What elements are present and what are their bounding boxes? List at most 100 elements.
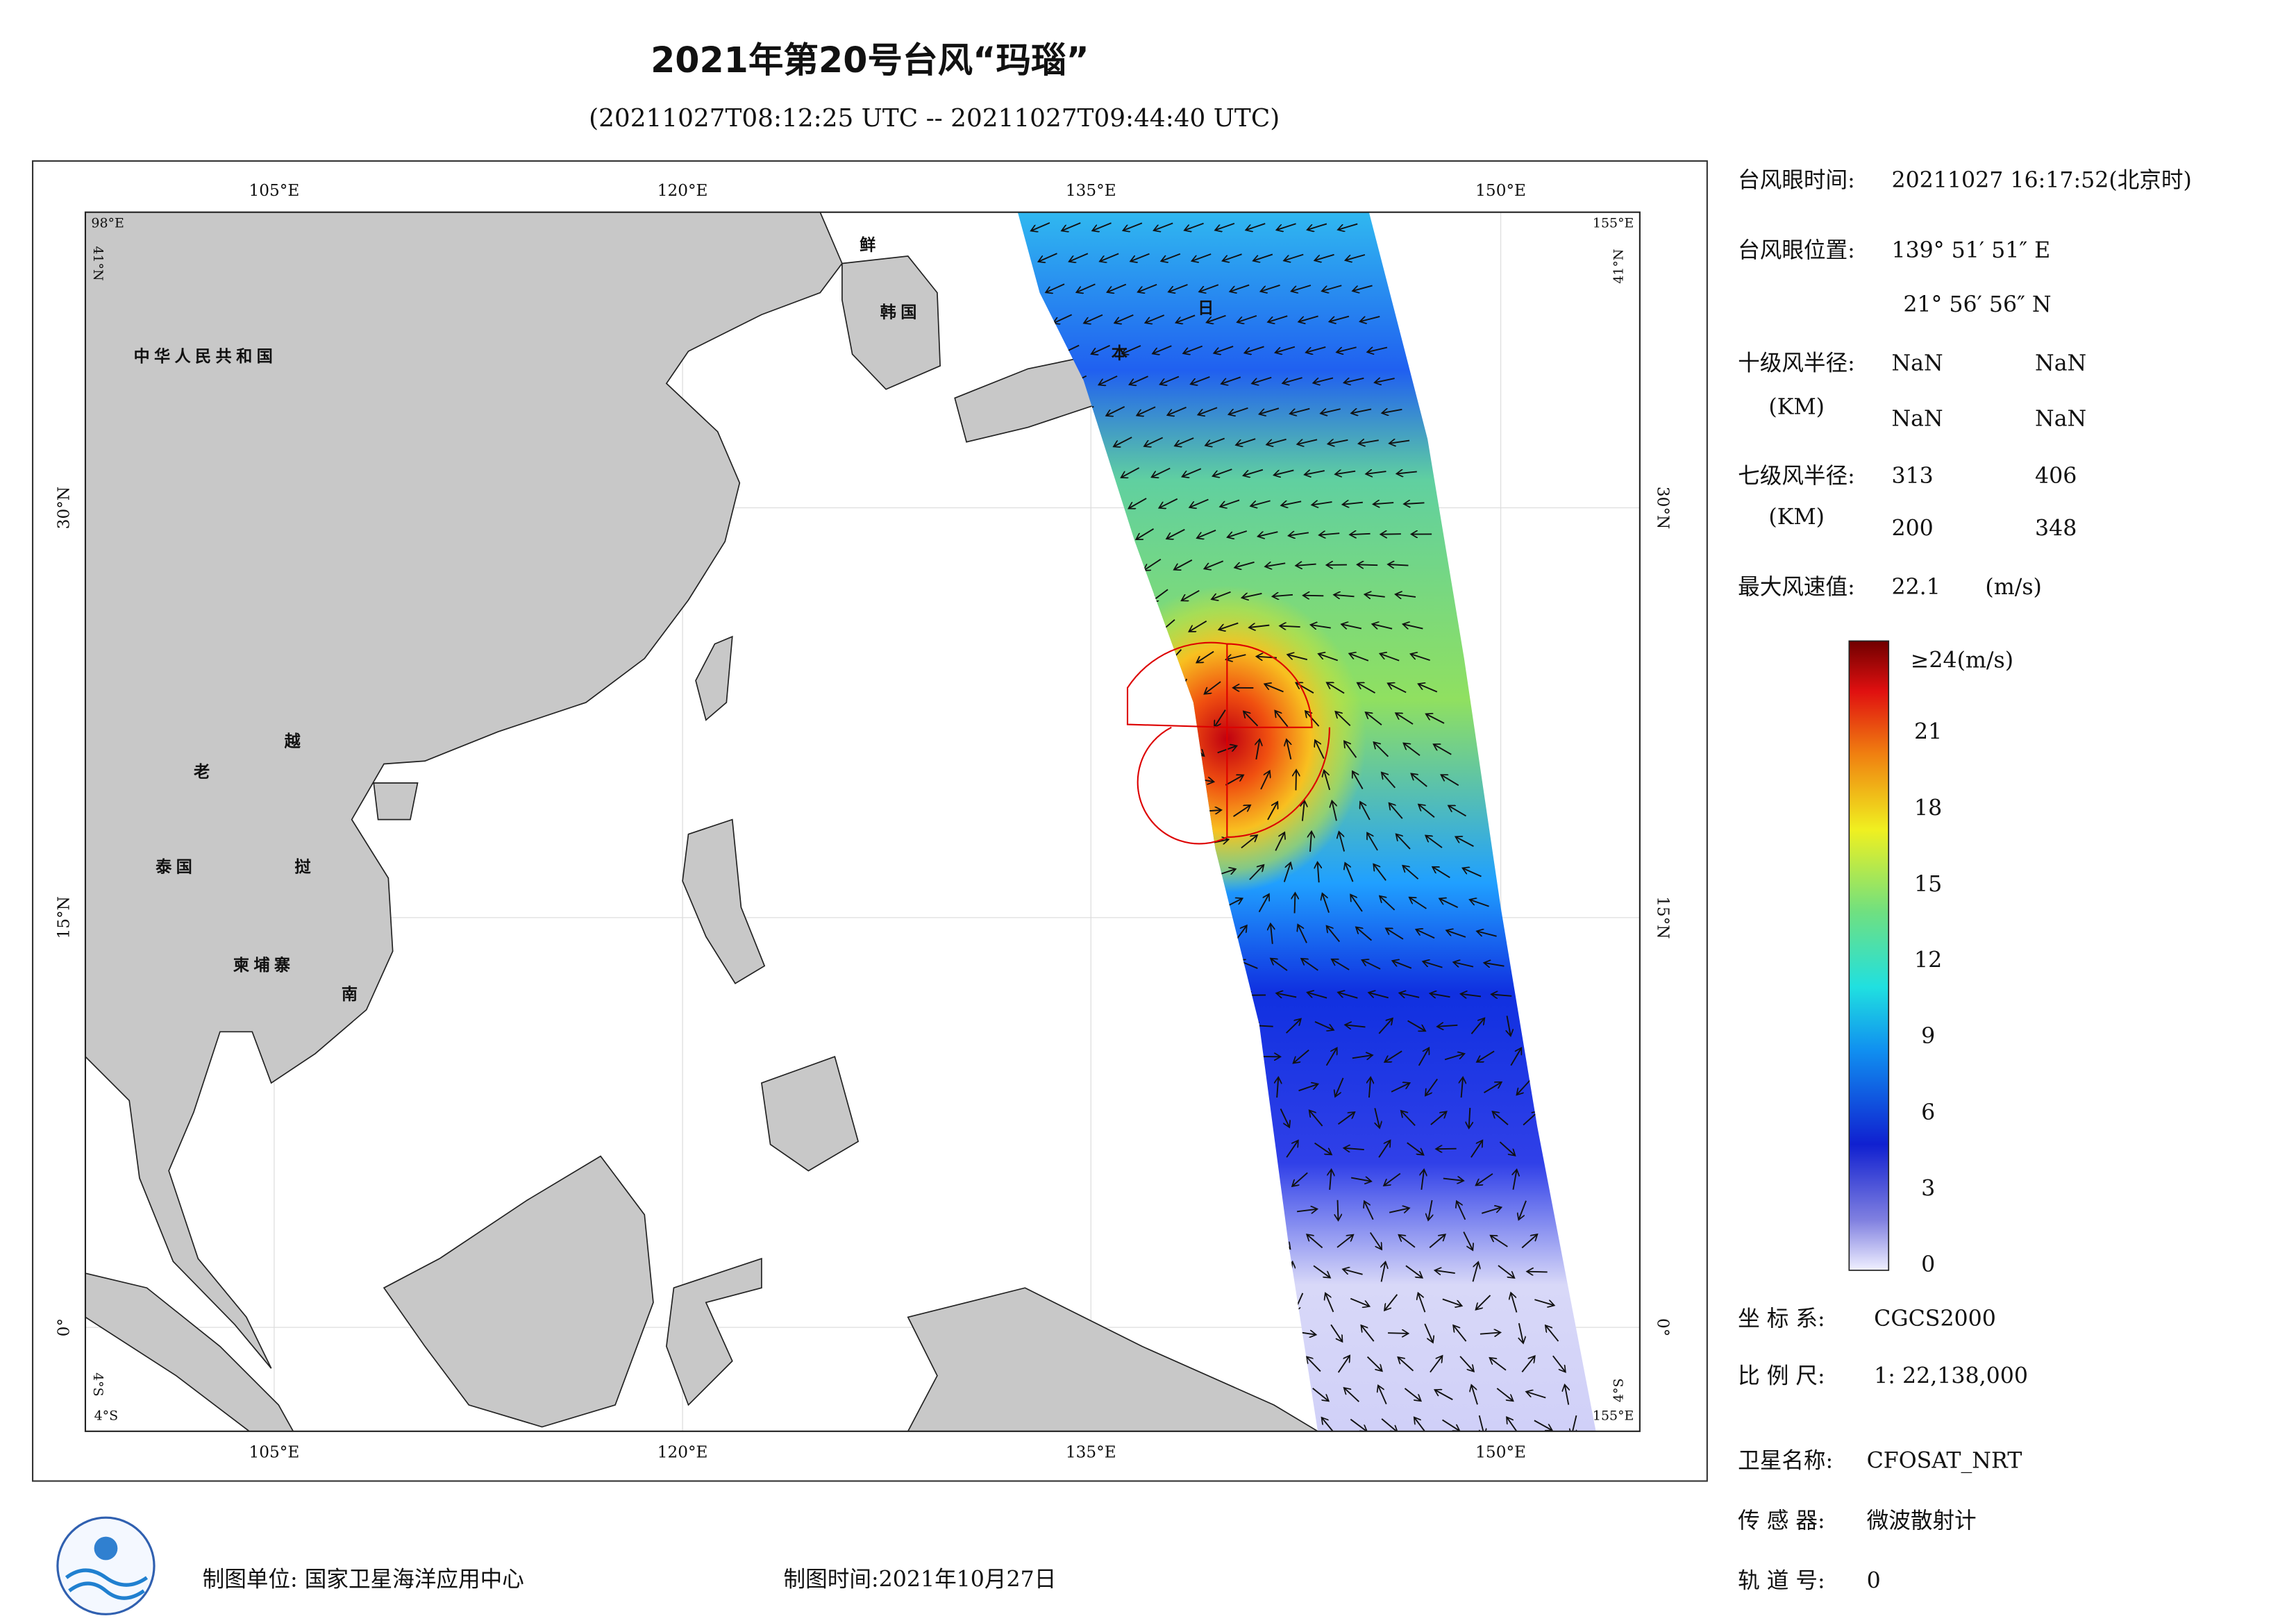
wind-arrow xyxy=(1448,805,1466,817)
wind-arrow xyxy=(1226,654,1246,659)
info-value: NaN xyxy=(2035,407,2086,432)
wind-arrow xyxy=(1344,1388,1360,1402)
wind-arrow xyxy=(1401,1111,1416,1127)
wind-arrow xyxy=(1545,1325,1559,1342)
wind-arrow xyxy=(1321,409,1341,414)
wind-arrow xyxy=(1301,959,1318,971)
wind-radius-quadrants xyxy=(1126,641,1330,845)
wind-arrow xyxy=(1204,560,1224,569)
wind-arrow xyxy=(1338,223,1358,230)
wind-arrow xyxy=(1360,316,1380,321)
lat-label: 30°N xyxy=(54,487,73,529)
lon-label: 135°E xyxy=(1066,1443,1116,1461)
wind-arrow xyxy=(1184,222,1204,230)
wind-arrow xyxy=(1256,739,1259,760)
wind-arrow xyxy=(1215,222,1235,230)
wind-arrow xyxy=(1470,1018,1484,1034)
wind-arrow xyxy=(1526,1392,1546,1399)
wind-arrow xyxy=(1367,347,1388,352)
wind-arrow xyxy=(1031,222,1050,231)
corner-label: 98°E xyxy=(91,216,124,231)
wind-arrow xyxy=(1314,1142,1332,1155)
wind-arrow xyxy=(1273,595,1293,596)
wind-arrow xyxy=(1280,1108,1290,1127)
wind-arrow xyxy=(1429,1234,1446,1248)
luzon xyxy=(682,818,766,984)
wind-arrow xyxy=(1463,868,1482,877)
wind-arrow xyxy=(1534,1299,1554,1305)
corner-label: 41°N xyxy=(1611,249,1626,284)
info-unit: (KM) xyxy=(1768,395,1825,420)
wind-arrow xyxy=(1161,253,1181,262)
wind-arrow xyxy=(1284,253,1304,261)
wind-arrow xyxy=(1471,1385,1478,1405)
wind-arrow xyxy=(1335,471,1356,475)
wind-arrow xyxy=(1461,1077,1463,1098)
wind-arrow xyxy=(1207,314,1226,323)
wind-arrow xyxy=(1343,1148,1364,1150)
wind-arrow xyxy=(1297,439,1318,444)
wind-arrow xyxy=(1332,801,1336,821)
wind-arrow xyxy=(1366,471,1386,474)
wind-arrow xyxy=(1496,1388,1513,1401)
wind-arrow xyxy=(1253,253,1273,260)
wind-arrow xyxy=(1434,1390,1453,1401)
wind-arrow xyxy=(1191,253,1212,261)
wind-arrow xyxy=(1380,534,1401,535)
wind-arrow xyxy=(1277,1077,1278,1098)
wind-arrow xyxy=(1130,253,1150,262)
map-outer-frame xyxy=(31,160,1708,1482)
wind-arrow xyxy=(1230,284,1250,292)
wind-arrow xyxy=(1228,407,1248,414)
wind-arrow xyxy=(1286,1141,1298,1158)
taiwan xyxy=(695,635,733,721)
wind-arrow xyxy=(1396,834,1411,850)
wind-arrow xyxy=(1453,1325,1467,1342)
wind-arrow xyxy=(1405,1265,1423,1277)
wind-arrow xyxy=(1159,498,1178,508)
wind-arrow xyxy=(1220,499,1240,507)
corner-label: 41°N xyxy=(90,246,106,280)
wind-arrow xyxy=(1469,1107,1470,1128)
wind-arrow xyxy=(1252,376,1272,384)
colorbar-tick-label: 15 xyxy=(1914,872,1942,897)
corner-label: 155°E xyxy=(1593,216,1634,231)
info-value: NaN xyxy=(2035,351,2086,376)
wind-arrow xyxy=(1476,1173,1493,1186)
wind-arrow xyxy=(1398,1357,1414,1372)
wind-arrow xyxy=(1084,314,1103,323)
wind-arrow xyxy=(1380,654,1400,662)
wind-arrow xyxy=(1386,928,1404,940)
wind-arrow xyxy=(1368,993,1389,999)
wind-arrow xyxy=(1312,1388,1329,1401)
wind-arrow xyxy=(1212,591,1231,600)
wind-arrow xyxy=(1357,683,1375,693)
wind-arrow xyxy=(1463,1231,1473,1250)
wind-arrow xyxy=(1380,896,1396,911)
wind-arrow xyxy=(1191,376,1210,384)
wind-arrow xyxy=(1302,800,1305,821)
wind-arrow xyxy=(1330,1324,1342,1342)
wind-arrow xyxy=(1434,744,1452,755)
wind-arrow xyxy=(1136,528,1155,539)
colorbar-tick-label: 6 xyxy=(1921,1100,1935,1125)
wind-arrow xyxy=(1382,1262,1386,1282)
wind-arrow xyxy=(1243,712,1259,727)
wind-arrow xyxy=(1214,709,1226,728)
wind-arrow xyxy=(1396,713,1414,725)
wind-arrow xyxy=(1313,1265,1330,1277)
wind-arrow xyxy=(1391,1083,1410,1093)
mindanao xyxy=(761,1056,860,1172)
wind-arrow xyxy=(1404,503,1425,504)
wind-arrow xyxy=(1266,438,1287,445)
wind-arrow xyxy=(1290,407,1310,414)
wind-arrow xyxy=(1472,1262,1478,1282)
lon-label: 120°E xyxy=(657,1443,708,1461)
wind-arrow xyxy=(1322,285,1342,291)
wind-arrow xyxy=(1137,406,1156,415)
wind-arrow xyxy=(1350,534,1371,535)
wind-arrow xyxy=(1388,683,1407,693)
wind-arrow xyxy=(1307,223,1327,230)
footer-unit: 制图单位: 国家卫星海洋应用中心 xyxy=(203,1567,524,1592)
place-label: 老 xyxy=(193,763,215,782)
